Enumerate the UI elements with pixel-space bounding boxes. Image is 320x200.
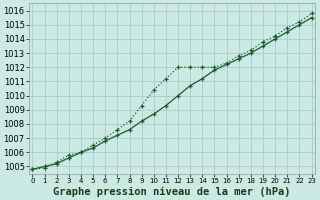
- X-axis label: Graphe pression niveau de la mer (hPa): Graphe pression niveau de la mer (hPa): [53, 186, 291, 197]
